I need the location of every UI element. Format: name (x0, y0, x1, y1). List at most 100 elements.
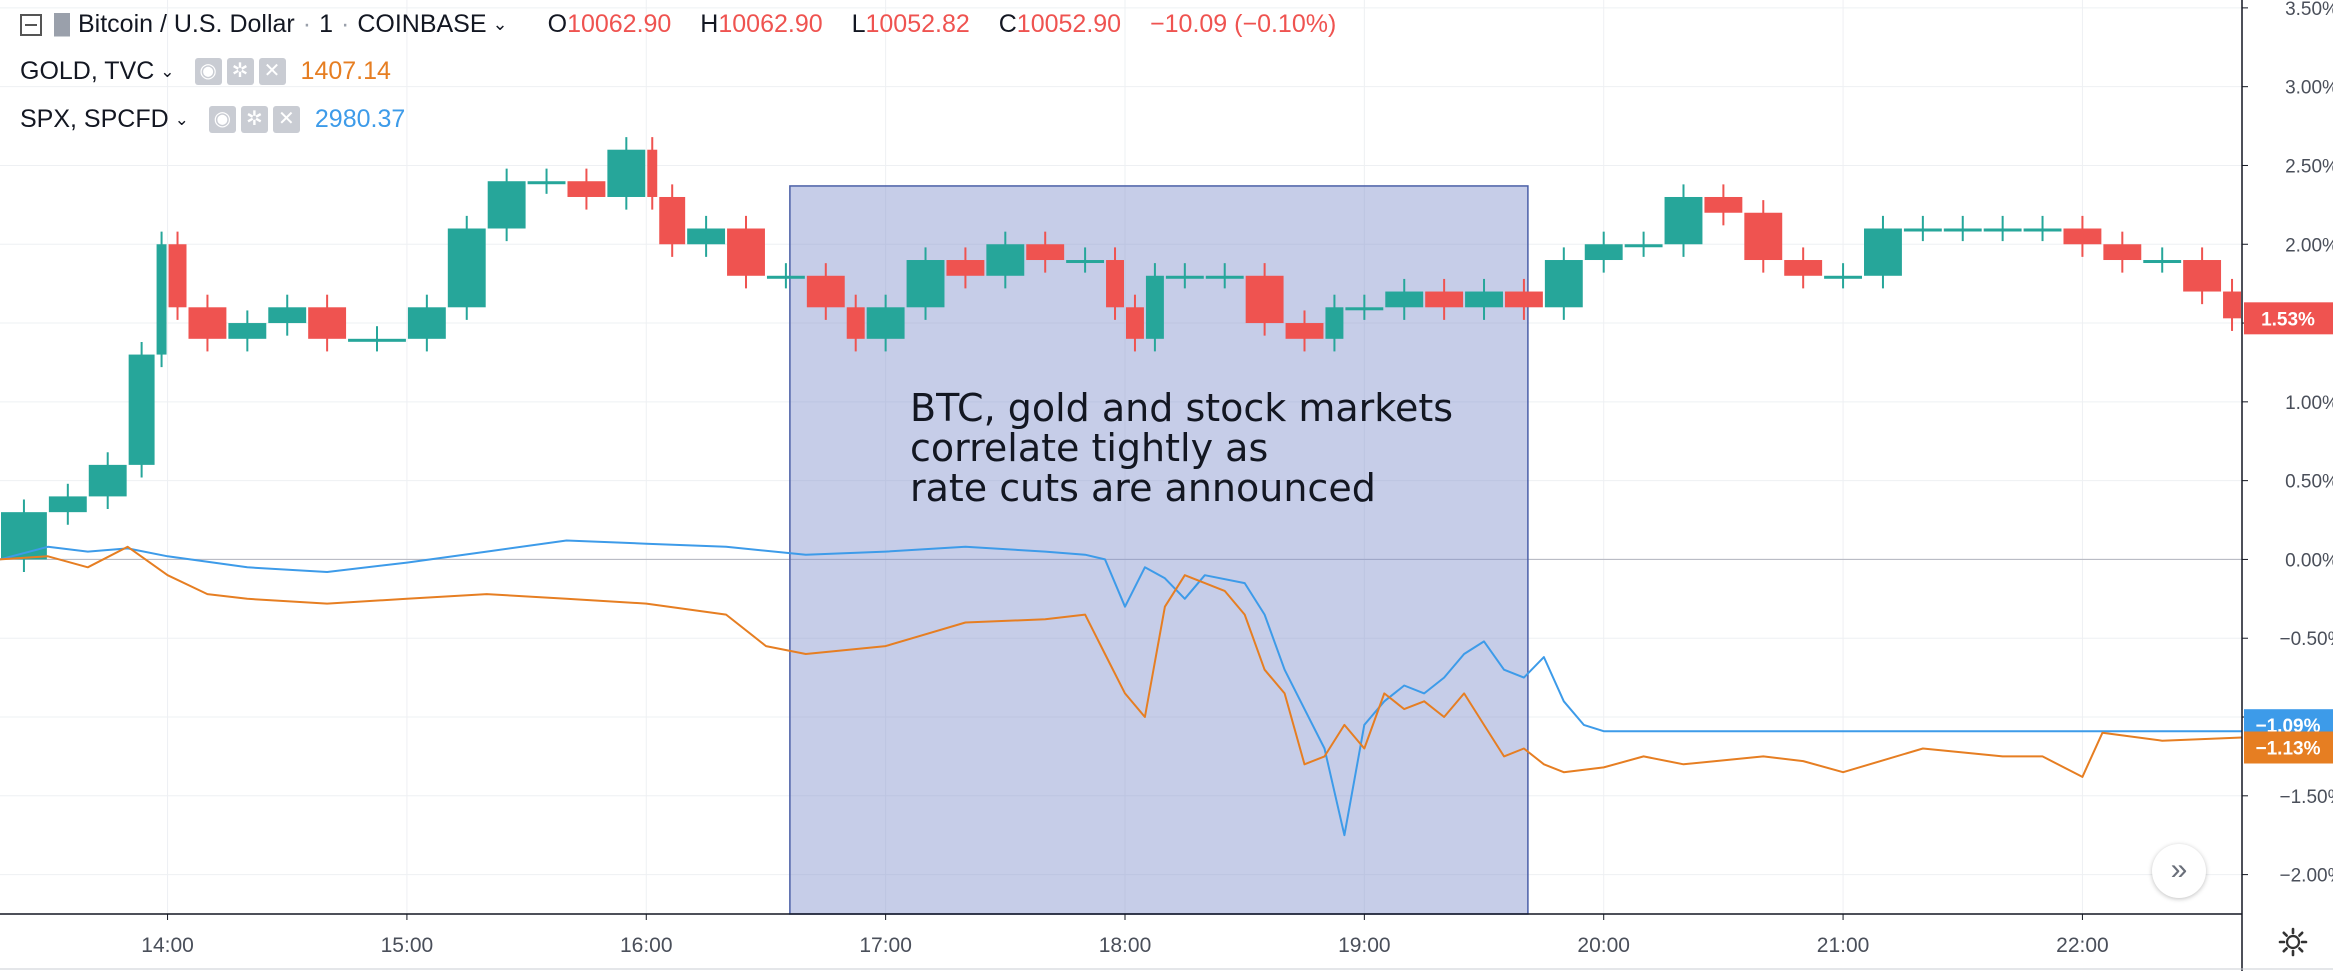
gear-icon[interactable]: ✲ (226, 58, 254, 85)
series-line (0, 545, 2243, 778)
candle-body (647, 149, 658, 197)
candle-body (228, 323, 267, 339)
low-label: L (851, 10, 866, 38)
chevron-down-icon[interactable]: ⌄ (492, 14, 508, 34)
close-icon[interactable]: ✕ (272, 106, 300, 133)
x-tick-label: 14:00 (141, 934, 194, 957)
candle-body (2143, 260, 2182, 264)
eye-icon[interactable]: ◉ (194, 58, 222, 85)
candle-body (866, 307, 905, 339)
candle-body (1285, 323, 1324, 339)
candle-body (1165, 275, 1204, 279)
candle-body (1026, 244, 1065, 261)
candle-body (308, 307, 347, 339)
candle-body (1066, 260, 1105, 264)
x-tick-label: 21:00 (1817, 934, 1870, 957)
candle-body (1704, 196, 1743, 213)
candle-body (447, 228, 486, 308)
x-tick-label: 19:00 (1338, 934, 1391, 957)
x-tick-label: 16:00 (620, 934, 673, 957)
change-value: −10.09 (−0.10%) (1150, 10, 1337, 38)
candle-body (268, 307, 307, 324)
y-tick-label: 1.00% (2285, 393, 2333, 414)
candle-body (1205, 275, 1244, 279)
spx-value: 2980.37 (314, 105, 406, 133)
spx-symbol[interactable]: SPX, SPCFD (20, 105, 169, 133)
y-tick-label: −2.00% (2280, 866, 2333, 887)
flag-icon[interactable] (54, 12, 70, 37)
open-label: O (547, 10, 568, 38)
chevron-down-icon[interactable]: ⌄ (160, 61, 175, 81)
candle-body (1943, 228, 1982, 232)
high-value: 10062.90 (718, 10, 823, 38)
candle-body (1465, 291, 1503, 308)
gear-icon[interactable] (2278, 927, 2308, 957)
candle-body (1664, 196, 1703, 245)
candle-body (766, 275, 805, 279)
candle-body (806, 275, 845, 308)
x-tick-label: 18:00 (1099, 934, 1152, 957)
candle-body (88, 464, 127, 497)
close-value: 10052.90 (1016, 10, 1122, 38)
ohlc-values: O10062.90 H10062.90 L10052.82 C10052.90 … (532, 10, 1337, 39)
candle-body (906, 260, 945, 308)
candle-body (986, 244, 1025, 276)
high-label: H (700, 10, 719, 38)
candle-body (2103, 244, 2142, 261)
candle-body (1824, 275, 1863, 279)
candle-body (1385, 291, 1424, 308)
y-tick-label: 3.50% (2285, 0, 2333, 20)
candle-body (1784, 260, 1823, 276)
chevron-down-icon[interactable]: ⌄ (174, 109, 189, 129)
candle-body (1983, 228, 2022, 232)
candle-body (1106, 260, 1124, 308)
gold-symbol[interactable]: GOLD, TVC (20, 57, 155, 85)
candle-body (727, 228, 765, 276)
collapse-icon[interactable] (20, 13, 42, 36)
exchange[interactable]: COINBASE (357, 10, 487, 38)
series-line (0, 539, 2242, 837)
x-tick-label: 22:00 (2056, 934, 2109, 957)
chart-annotation[interactable]: BTC, gold and stock markets correlate ti… (910, 386, 1454, 510)
gear-icon[interactable]: ✲ (240, 106, 268, 133)
close-label: C (998, 10, 1017, 38)
spx-legend: SPX, SPCFD ⌄ ◉ ✲ ✕ 2980.37 (20, 105, 405, 134)
close-icon[interactable]: ✕ (258, 58, 286, 85)
candle-body (1145, 275, 1164, 339)
scroll-right-icon[interactable]: » (2152, 844, 2206, 898)
candle-body (1744, 212, 1783, 261)
candle-body (188, 307, 227, 339)
main-symbol[interactable]: Bitcoin / U.S. Dollar (78, 10, 295, 38)
candle-body (846, 307, 865, 339)
candle-body (348, 338, 406, 342)
last-value-label: −1.13% (2256, 739, 2321, 760)
x-tick-label: 15:00 (381, 934, 434, 957)
x-tick-label: 17:00 (859, 934, 912, 957)
y-tick-label: −1.50% (2280, 787, 2333, 808)
candle-body (407, 307, 446, 339)
interval[interactable]: 1 (319, 10, 333, 38)
candle-body (1903, 228, 1942, 232)
separator: · (302, 10, 312, 38)
candle-body (1325, 307, 1344, 339)
candle-body (2023, 228, 2062, 232)
candle-body (687, 228, 726, 245)
candle-body (1245, 275, 1284, 324)
candle-body (659, 196, 686, 245)
y-tick-label: 2.50% (2285, 156, 2333, 177)
last-value-label: 1.53% (2261, 309, 2315, 330)
candle-body (1504, 291, 1543, 308)
last-value-badge (2244, 731, 2333, 764)
open-value: 10062.90 (567, 10, 672, 38)
candle-body (487, 181, 526, 229)
y-tick-label: −0.50% (2280, 629, 2333, 650)
candle-body (1345, 307, 1384, 311)
last-value-badge (2244, 302, 2333, 335)
x-tick-label: 20:00 (1577, 934, 1630, 957)
candle-body (607, 149, 646, 197)
candle-body (2183, 260, 2222, 292)
separator: · (340, 10, 350, 38)
eye-icon[interactable]: ◉ (208, 106, 236, 133)
candle-body (156, 244, 167, 355)
